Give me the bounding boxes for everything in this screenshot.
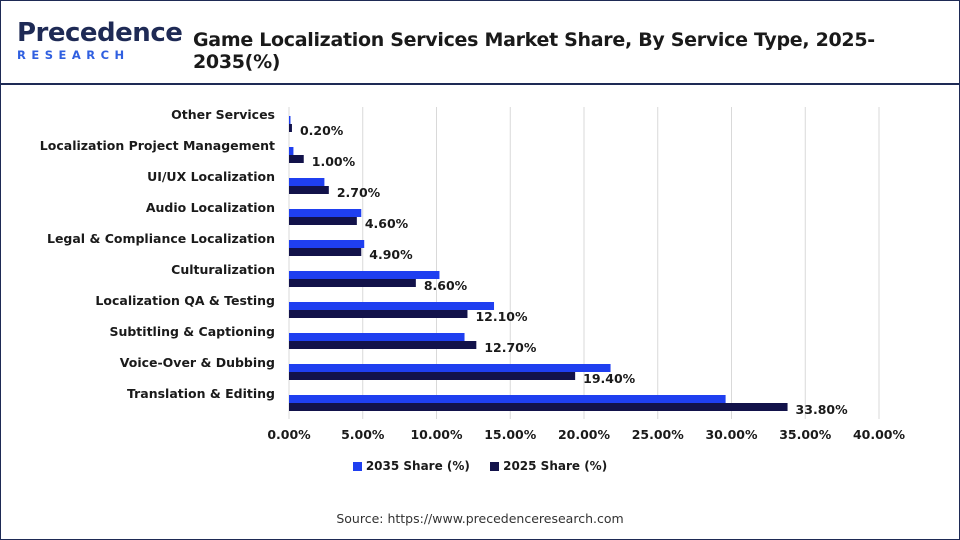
bar-2035	[289, 116, 291, 124]
category-label: Voice-Over & Dubbing	[120, 355, 275, 370]
logo: Precedence RESEARCH	[17, 18, 183, 65]
data-label: 19.40%	[583, 371, 636, 386]
source-note: Source: https://www.precedenceresearch.c…	[336, 511, 624, 526]
logo-subtitle: RESEARCH	[17, 48, 130, 62]
header: Precedence RESEARCH Game Localization Se…	[1, 1, 959, 85]
legend: 2035 Share (%) 2025 Share (%)	[1, 459, 959, 473]
chart-title: Game Localization Services Market Share,…	[193, 29, 875, 73]
bar-2035	[289, 240, 365, 248]
category-label: Legal & Compliance Localization	[47, 231, 275, 246]
bar-2025	[289, 124, 292, 132]
bar-2025	[289, 341, 477, 349]
data-label: 12.70%	[484, 340, 537, 355]
category-label: Other Services	[171, 107, 275, 122]
data-label: 4.90%	[369, 247, 413, 262]
data-label: 1.00%	[312, 154, 356, 169]
x-tick-label: 20.00%	[558, 427, 611, 442]
bar-2025	[289, 310, 468, 318]
category-label: Localization Project Management	[40, 138, 275, 153]
x-tick-label: 35.00%	[779, 427, 832, 442]
bar-2025	[289, 248, 362, 256]
category-label: Audio Localization	[146, 200, 275, 215]
legend-swatch-2035	[352, 462, 362, 471]
bar-2035	[289, 302, 495, 310]
bar-2035	[289, 333, 465, 341]
category-label: Subtitling & Captioning	[109, 324, 275, 339]
legend-swatch-2025	[490, 462, 500, 471]
legend-item-2035: 2035 Share (%)	[352, 459, 470, 473]
bar-2025	[289, 372, 576, 380]
bar-2035	[289, 147, 294, 155]
bar-2025	[289, 186, 329, 194]
legend-item-2025: 2025 Share (%)	[490, 459, 607, 473]
data-label: 0.20%	[300, 123, 344, 138]
x-tick-label: 40.00%	[853, 427, 906, 442]
legend-label-2035: 2035 Share (%)	[365, 459, 470, 473]
x-tick-label: 25.00%	[632, 427, 685, 442]
data-label: 12.10%	[475, 309, 528, 324]
data-label: 2.70%	[337, 185, 381, 200]
bar-2035	[289, 178, 325, 186]
bar-2035	[289, 364, 611, 372]
x-tick-label: 10.00%	[410, 427, 463, 442]
bar-2025	[289, 217, 357, 225]
bar-2025	[289, 155, 304, 163]
x-tick-label: 15.00%	[484, 427, 537, 442]
category-label: Localization QA & Testing	[95, 293, 275, 308]
bar-chart: 0.00% 5.00% 10.00% 15.00% 20.00% 25.00% 30.00%…	[40, 107, 906, 442]
x-tick-label: 30.00%	[705, 427, 758, 442]
bar-2035	[289, 395, 726, 403]
logo-wordmark: Precedence	[17, 18, 183, 48]
bar-2035	[289, 271, 440, 279]
category-label: UI/UX Localization	[147, 169, 275, 184]
x-tick-label: 0.00%	[267, 427, 311, 442]
legend-label-2025: 2025 Share (%)	[503, 459, 608, 473]
bar-2035	[289, 209, 362, 217]
data-label: 33.80%	[796, 402, 849, 417]
bar-2025	[289, 279, 416, 287]
x-tick-label: 5.00%	[341, 427, 385, 442]
bar-2025	[289, 403, 788, 411]
category-label: Culturalization	[171, 262, 275, 277]
category-label: Translation & Editing	[127, 386, 275, 401]
data-label: 8.60%	[424, 278, 468, 293]
data-label: 4.60%	[365, 216, 409, 231]
